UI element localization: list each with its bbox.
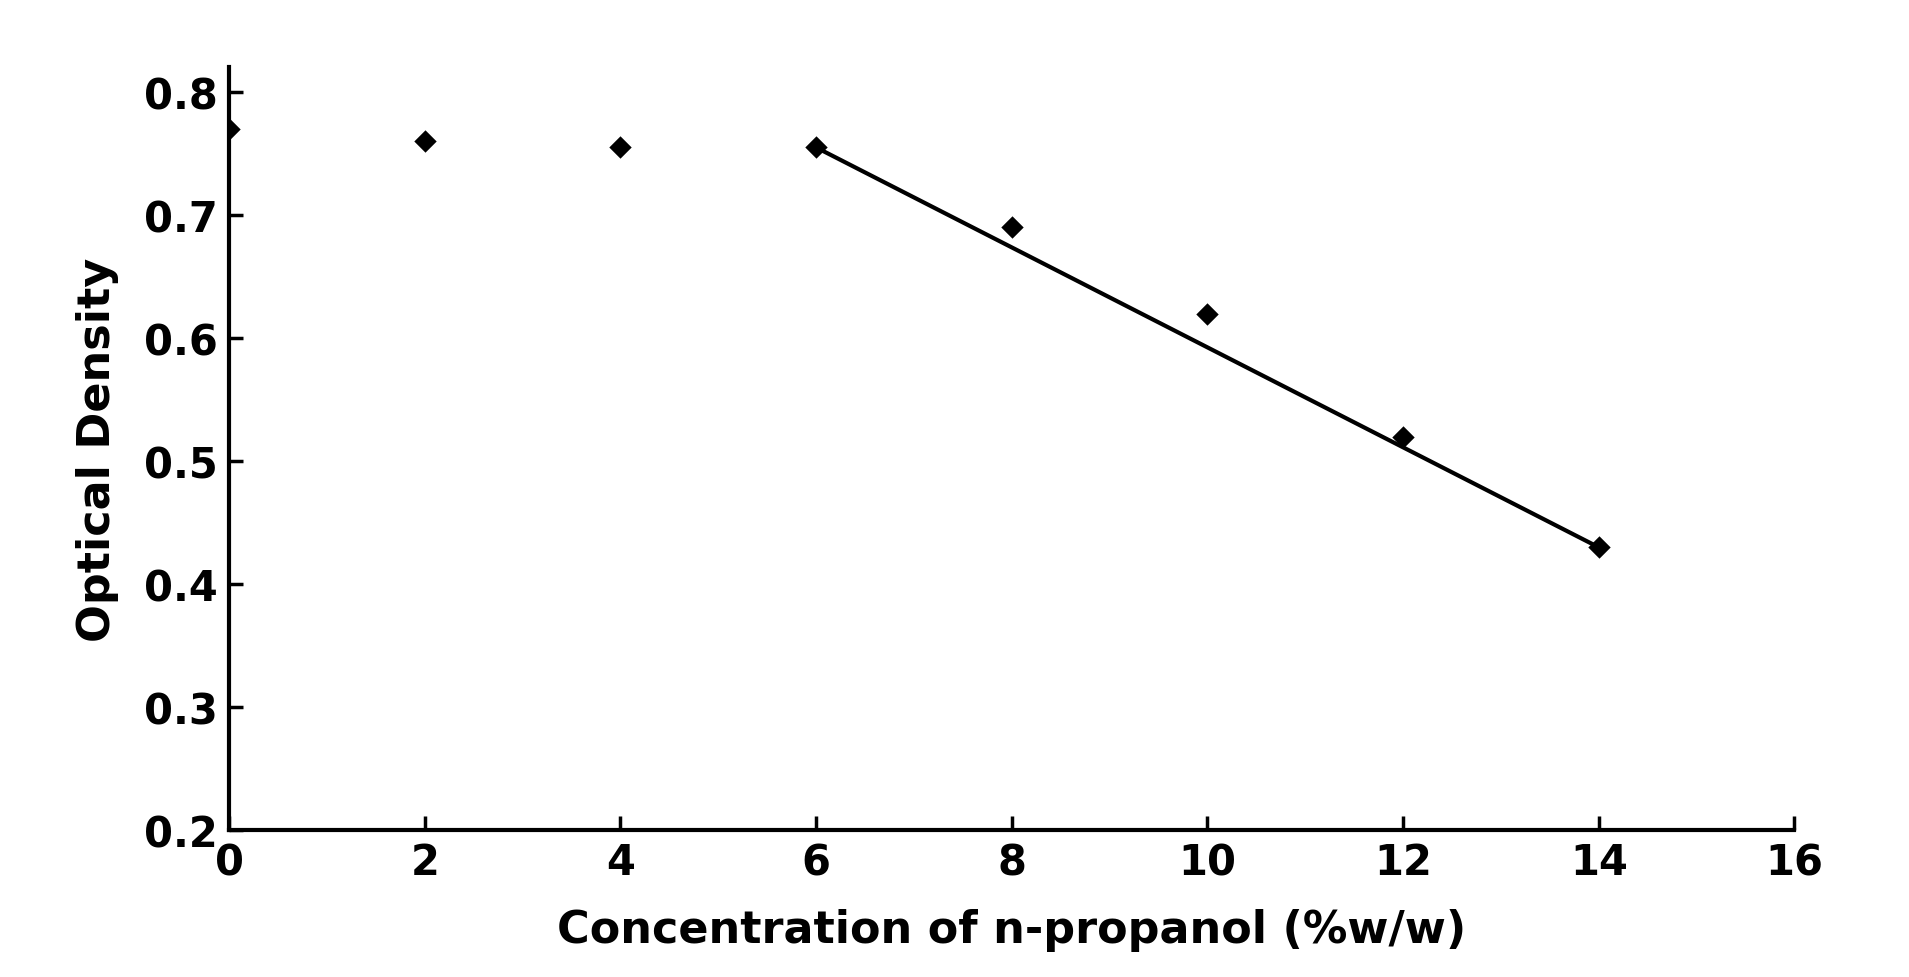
Point bbox=[1191, 307, 1222, 322]
Point bbox=[605, 141, 636, 156]
Point bbox=[409, 134, 439, 149]
Point bbox=[996, 221, 1027, 236]
Point bbox=[1584, 540, 1615, 556]
Point bbox=[1388, 429, 1418, 445]
X-axis label: Concentration of n-propanol (%w/w): Concentration of n-propanol (%w/w) bbox=[557, 909, 1466, 952]
Point bbox=[214, 122, 244, 138]
Point bbox=[800, 141, 830, 156]
Y-axis label: Optical Density: Optical Density bbox=[76, 258, 118, 641]
